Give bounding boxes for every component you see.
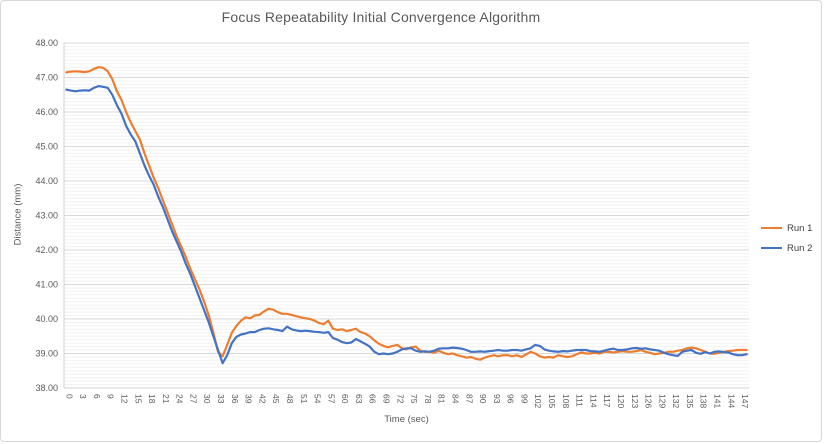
y-tick-label: 44.00 bbox=[35, 176, 58, 186]
x-tick-label: 78 bbox=[423, 394, 433, 404]
x-tick-label: 51 bbox=[299, 394, 309, 404]
x-tick-label: 99 bbox=[519, 394, 529, 404]
x-tick-label: 3 bbox=[78, 394, 88, 399]
x-tick-label: 42 bbox=[257, 394, 267, 404]
x-tick-label: 120 bbox=[616, 394, 626, 408]
x-tick-label: 75 bbox=[409, 394, 419, 404]
x-tick-label: 129 bbox=[657, 394, 667, 408]
y-tick-label: 39.00 bbox=[35, 349, 58, 359]
y-axis-title: Distance (mm) bbox=[12, 183, 24, 246]
x-tick-label: 144 bbox=[726, 394, 736, 408]
y-tick-label: 42.00 bbox=[35, 245, 58, 255]
x-tick-label: 9 bbox=[106, 394, 116, 399]
x-tick-label: 57 bbox=[326, 394, 336, 404]
x-tick-label: 18 bbox=[147, 394, 157, 404]
x-tick-label: 87 bbox=[464, 394, 474, 404]
legend-item-run2[interactable]: Run 2 bbox=[761, 238, 812, 258]
x-tick-label: 81 bbox=[437, 394, 447, 404]
x-tick-label: 60 bbox=[340, 394, 350, 404]
x-tick-label: 0 bbox=[64, 394, 74, 399]
x-tick-label: 105 bbox=[547, 394, 557, 408]
legend: Run 1 Run 2 bbox=[761, 218, 812, 258]
x-tick-label: 117 bbox=[602, 394, 612, 408]
run2-line-swatch bbox=[761, 246, 782, 250]
x-tick-label: 63 bbox=[354, 394, 364, 404]
x-tick-label: 147 bbox=[740, 394, 750, 408]
legend-label-run1: Run 1 bbox=[787, 222, 813, 234]
y-tick-label: 46.00 bbox=[35, 107, 58, 117]
x-tick-label: 33 bbox=[216, 394, 226, 404]
x-tick-label: 27 bbox=[188, 394, 198, 404]
x-tick-label: 45 bbox=[271, 394, 281, 404]
x-tick-label: 141 bbox=[713, 394, 723, 408]
x-tick-label: 132 bbox=[671, 394, 681, 408]
x-tick-label: 114 bbox=[588, 394, 598, 408]
x-tick-label: 15 bbox=[133, 394, 143, 404]
x-tick-label: 39 bbox=[244, 394, 254, 404]
x-tick-label: 135 bbox=[685, 394, 695, 408]
y-tick-label: 40.00 bbox=[35, 314, 58, 324]
y-tick-label: 45.00 bbox=[35, 142, 58, 152]
x-axis-title: Time (sec) bbox=[384, 414, 429, 425]
x-tick-label: 93 bbox=[492, 394, 502, 404]
x-tick-label: 111 bbox=[575, 394, 585, 407]
x-tick-label: 30 bbox=[202, 394, 212, 404]
x-tick-label: 12 bbox=[120, 394, 130, 404]
y-tick-label: 41.00 bbox=[35, 280, 58, 290]
x-tick-label: 36 bbox=[230, 394, 240, 404]
x-tick-label: 123 bbox=[630, 394, 640, 408]
x-tick-label: 69 bbox=[382, 394, 392, 404]
x-tick-label: 66 bbox=[368, 394, 378, 404]
y-tick-label: 43.00 bbox=[35, 211, 58, 221]
x-tick-label: 126 bbox=[644, 394, 654, 408]
x-tick-label: 21 bbox=[161, 394, 171, 404]
run1-line-swatch bbox=[761, 226, 782, 230]
x-tick-label: 48 bbox=[285, 394, 295, 404]
x-tick-label: 102 bbox=[533, 394, 543, 408]
y-tick-label: 47.00 bbox=[35, 73, 58, 83]
x-tick-label: 108 bbox=[561, 394, 571, 408]
x-tick-label: 6 bbox=[92, 394, 102, 399]
x-tick-label: 96 bbox=[506, 394, 516, 404]
x-tick-label: 138 bbox=[699, 394, 709, 408]
series-line bbox=[65, 84, 748, 365]
x-tick-label: 72 bbox=[395, 394, 405, 404]
x-tick-label: 54 bbox=[313, 394, 323, 404]
y-tick-label: 48.00 bbox=[35, 38, 58, 48]
x-tick-label: 84 bbox=[451, 394, 461, 404]
y-tick-label: 38.00 bbox=[35, 383, 58, 393]
chart-title: Focus Repeatability Initial Convergence … bbox=[221, 9, 541, 25]
legend-label-run2: Run 2 bbox=[787, 242, 813, 254]
legend-item-run1[interactable]: Run 1 bbox=[761, 218, 812, 238]
x-tick-label: 90 bbox=[478, 394, 488, 404]
x-tick-label: 24 bbox=[175, 394, 185, 404]
